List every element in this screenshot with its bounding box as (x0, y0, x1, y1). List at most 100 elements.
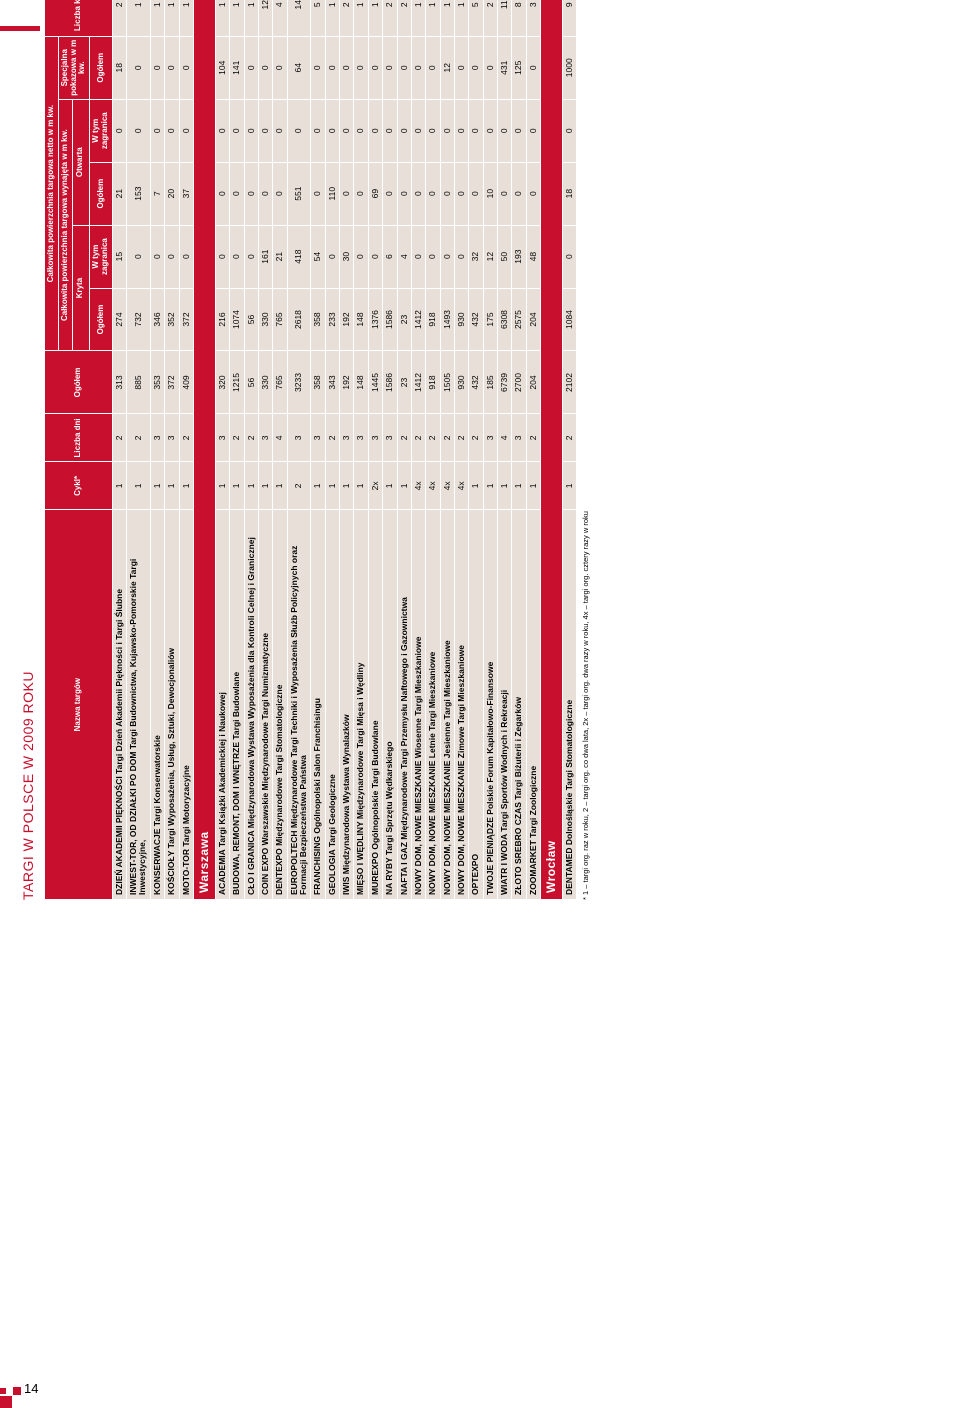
cell-ko: 330 (259, 288, 273, 351)
table-row: EUROPOLTECH Międzynarodowe Targi Technik… (287, 0, 311, 900)
cell-cykl: 4x (454, 462, 468, 510)
cell-oo: 551 (287, 162, 311, 225)
cell-dni: 2 (469, 414, 483, 462)
cell-ow: 0 (354, 99, 368, 162)
th-specjalna: Specjalna pokazowa w m kw. (58, 36, 89, 99)
cell-sp: 64 (287, 36, 311, 99)
cell-dni: 2 (179, 414, 193, 462)
table-row: FRANCHISING Ogólnopolski Salon Franchisi… (311, 0, 325, 900)
cell-sp: 1000 (563, 36, 577, 99)
cell-ow: 0 (383, 99, 397, 162)
cell-ow: 0 (216, 99, 230, 162)
cell-og: 930 (454, 351, 468, 414)
cell-cykl: 1 (127, 462, 151, 510)
cell-sp: 0 (127, 36, 151, 99)
cell-dni: 2 (454, 414, 468, 462)
cell-kw: 0 (230, 225, 244, 288)
cell-sp: 0 (259, 36, 273, 99)
cell-oo: 0 (526, 162, 540, 225)
cell-lk: 1 (216, 0, 230, 36)
cell-sp: 0 (397, 36, 411, 99)
cell-name: KOŚCIOŁY Targi Wyposażenia, Usług, Sztuk… (165, 510, 179, 900)
cell-ko: 148 (354, 288, 368, 351)
cell-name: ACADEMIA Targi Książki Akademickiej i Na… (216, 510, 230, 900)
cell-name: WIATR I WODA Targi Sportów Wodnych i Rek… (497, 510, 511, 900)
th-liczba-krajow: Liczba krajów (45, 0, 113, 36)
cell-ko: 6308 (497, 288, 511, 351)
cell-name: IWIS Międzynarodowa Wystawa Wynalazków (340, 510, 354, 900)
cell-cykl: 1 (563, 462, 577, 510)
cell-cykl: 1 (497, 462, 511, 510)
cell-ko: 765 (273, 288, 287, 351)
cell-dni: 3 (287, 414, 311, 462)
page-content: TARGI W POLSCE W 2009 ROKU Nazwa targów … (0, 0, 960, 960)
cell-dni: 2 (411, 414, 425, 462)
cell-dni: 2 (397, 414, 411, 462)
cell-og: 320 (216, 351, 230, 414)
cell-ow: 0 (325, 99, 339, 162)
cell-lk: 12 (259, 0, 273, 36)
cell-dni: 2 (325, 414, 339, 462)
cell-og: 192 (340, 351, 354, 414)
cell-oo: 0 (497, 162, 511, 225)
cell-kw: 54 (311, 225, 325, 288)
table-row: NOWY DOM, NOWE MIESZKANIE Zimowe Targi M… (454, 0, 468, 900)
cell-oo: 0 (340, 162, 354, 225)
cell-name: TWOJE PIENIĄDZE Polskie Forum Kapitałowo… (483, 510, 497, 900)
th-kryta-og: Ogółem (90, 288, 113, 351)
cell-og: 23 (397, 351, 411, 414)
cell-lk: 9 (563, 0, 577, 36)
th-wynajeta: Całkowita powierzchnia targowa wynajęta … (58, 99, 72, 351)
cell-sp: 0 (368, 36, 382, 99)
cell-ko: 56 (244, 288, 258, 351)
cell-cykl: 1 (150, 462, 164, 510)
cell-cykl: 1 (469, 462, 483, 510)
cell-kw: 193 (512, 225, 526, 288)
table-row: OPTEXPO12432432320005414347513 (469, 0, 483, 900)
cell-ow: 0 (340, 99, 354, 162)
cell-ow: 0 (150, 99, 164, 162)
cell-ow: 0 (259, 99, 273, 162)
cell-cykl: 1 (165, 462, 179, 510)
cell-kw: 15 (112, 225, 126, 288)
cell-sp: 0 (454, 36, 468, 99)
cell-kw: 50 (497, 225, 511, 288)
cell-sp: 0 (426, 36, 440, 99)
cell-dni: 3 (512, 414, 526, 462)
cell-name: ZŁOTO SREBRO CZAS Targi Biżuterii i Zega… (512, 510, 526, 900)
cell-kw: 0 (127, 225, 151, 288)
cell-kw: 0 (563, 225, 577, 288)
cell-ow: 0 (311, 99, 325, 162)
cell-ow: 0 (469, 99, 483, 162)
cell-og: 343 (325, 351, 339, 414)
table-row: COIN EXPO Warszawskie Międzynarodowe Tar… (259, 0, 273, 900)
cell-lk: 5 (311, 0, 325, 36)
cell-ow: 0 (411, 99, 425, 162)
table-row: MUREXPO Ogólnopolskie Targi Budowlane2x3… (368, 0, 382, 900)
table-row: NOWY DOM, NOWE MIESZKANIE Jesienne Targi… (440, 0, 454, 900)
cell-og: 765 (273, 351, 287, 414)
cell-sp: 0 (354, 36, 368, 99)
cell-name: BUDOWA, REMONT, DOM I WNĘTRZE Targi Budo… (230, 510, 244, 900)
cell-kw: 12 (483, 225, 497, 288)
cell-kw: 4 (397, 225, 411, 288)
cell-lk: 1 (368, 0, 382, 36)
cell-oo: 0 (512, 162, 526, 225)
cell-cykl: 1 (259, 462, 273, 510)
cell-kw: 161 (259, 225, 273, 288)
cell-lk: 1 (354, 0, 368, 36)
cell-oo: 0 (216, 162, 230, 225)
cell-og: 204 (526, 351, 540, 414)
cell-og: 409 (179, 351, 193, 414)
th-ogolem: Ogółem (45, 351, 113, 414)
cell-ow: 0 (454, 99, 468, 162)
cell-ko: 204 (526, 288, 540, 351)
cell-ko: 274 (112, 288, 126, 351)
cell-lk: 4 (273, 0, 287, 36)
th-cykl: Cykl* (45, 462, 113, 510)
cell-kw: 0 (179, 225, 193, 288)
cell-cykl: 2 (287, 462, 311, 510)
cell-cykl: 1 (112, 462, 126, 510)
cell-ko: 233 (325, 288, 339, 351)
cell-lk: 1 (165, 0, 179, 36)
